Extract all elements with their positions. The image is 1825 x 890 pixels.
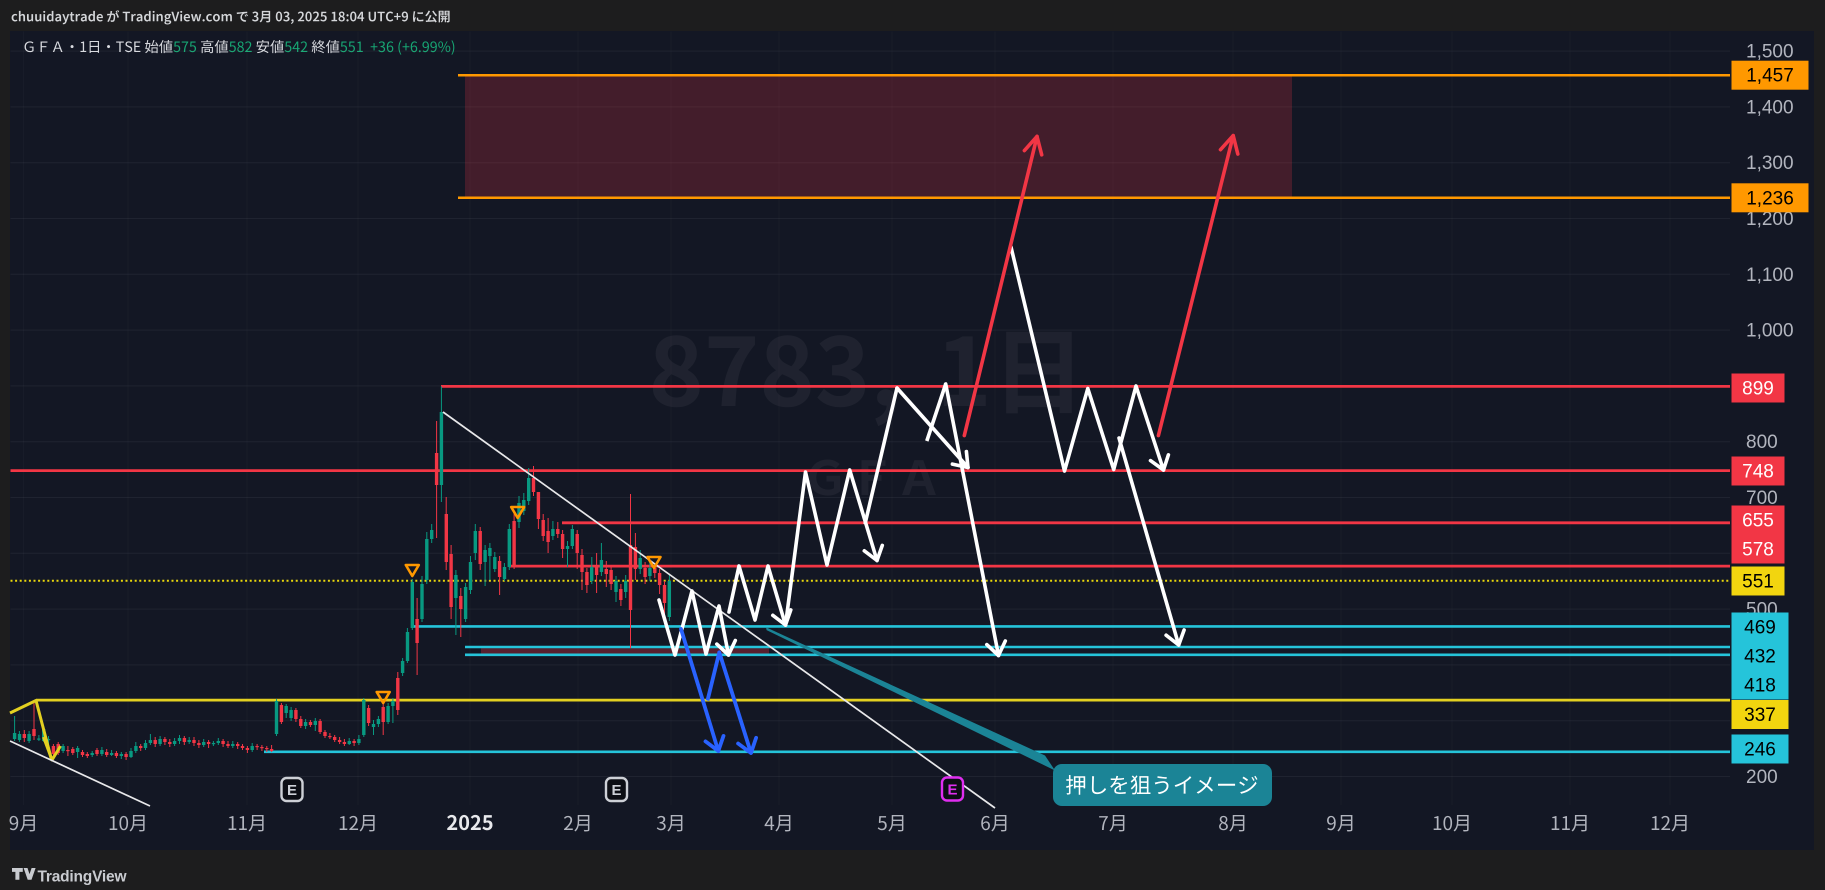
svg-text:E: E <box>287 782 297 799</box>
svg-text:551: 551 <box>1742 572 1774 593</box>
svg-text:748: 748 <box>1742 462 1774 483</box>
svg-text:1,457: 1,457 <box>1746 66 1794 87</box>
svg-text:469: 469 <box>1744 618 1776 639</box>
svg-text:TradingView: TradingView <box>38 869 128 886</box>
svg-text:1,100: 1,100 <box>1746 265 1794 286</box>
svg-text:899: 899 <box>1742 379 1774 400</box>
svg-text:1,236: 1,236 <box>1746 188 1794 209</box>
svg-text:1,400: 1,400 <box>1746 97 1794 118</box>
svg-text:E: E <box>611 782 621 799</box>
svg-text:1,300: 1,300 <box>1746 153 1794 174</box>
svg-text:418: 418 <box>1744 676 1776 697</box>
svg-text:E: E <box>947 782 957 799</box>
svg-text:800: 800 <box>1746 432 1778 453</box>
svg-text:200: 200 <box>1746 767 1778 788</box>
svg-text:655: 655 <box>1742 511 1774 532</box>
svg-text:246: 246 <box>1744 740 1776 761</box>
svg-text:1,000: 1,000 <box>1746 321 1794 342</box>
svg-text:432: 432 <box>1744 647 1776 668</box>
svg-text:700: 700 <box>1746 488 1778 509</box>
svg-text:1,200: 1,200 <box>1746 209 1794 230</box>
svg-text:337: 337 <box>1744 705 1776 726</box>
svg-text:1,500: 1,500 <box>1746 42 1794 63</box>
svg-text:578: 578 <box>1742 540 1774 561</box>
